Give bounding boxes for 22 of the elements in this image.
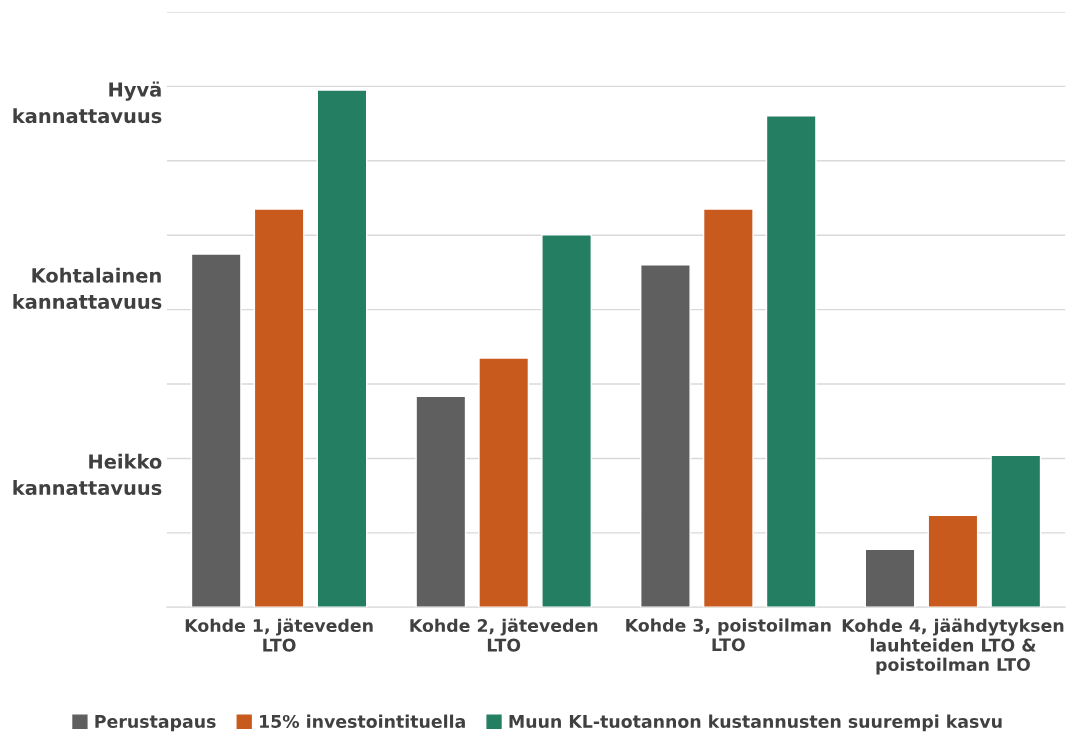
bar xyxy=(541,234,592,608)
legend-label: Muun KL-tuotannon kustannusten suurempi kasvu xyxy=(509,714,1002,732)
x-tick-label: Kohde 2, jäteveden LTO xyxy=(410,618,598,652)
bar xyxy=(927,514,979,608)
bar xyxy=(765,115,817,608)
bar xyxy=(190,253,242,608)
x-tick-label: Kohde 4, jäähdytyksen lauhteiden LTO & poistoilman LTO xyxy=(842,618,1064,675)
text: Hyvä kannattavuus xyxy=(13,81,162,124)
bar xyxy=(253,208,305,608)
text: Heikko kannattavuus xyxy=(13,453,162,496)
bar xyxy=(990,454,1042,608)
x-tick-label: Kohde 1, jäteveden LTO xyxy=(185,618,373,652)
legend-label: 15% investointituella xyxy=(260,714,465,729)
bar xyxy=(415,395,467,608)
bar xyxy=(640,264,691,608)
bar xyxy=(702,208,754,608)
x-tick-label: Kohde 3, poistoilman LTO xyxy=(626,618,831,652)
text: Kohtalainen kannattavuus xyxy=(13,267,162,310)
bar xyxy=(478,357,530,608)
bar xyxy=(316,89,368,608)
bar xyxy=(864,548,916,608)
legend-label: Perustapaus xyxy=(95,715,216,732)
